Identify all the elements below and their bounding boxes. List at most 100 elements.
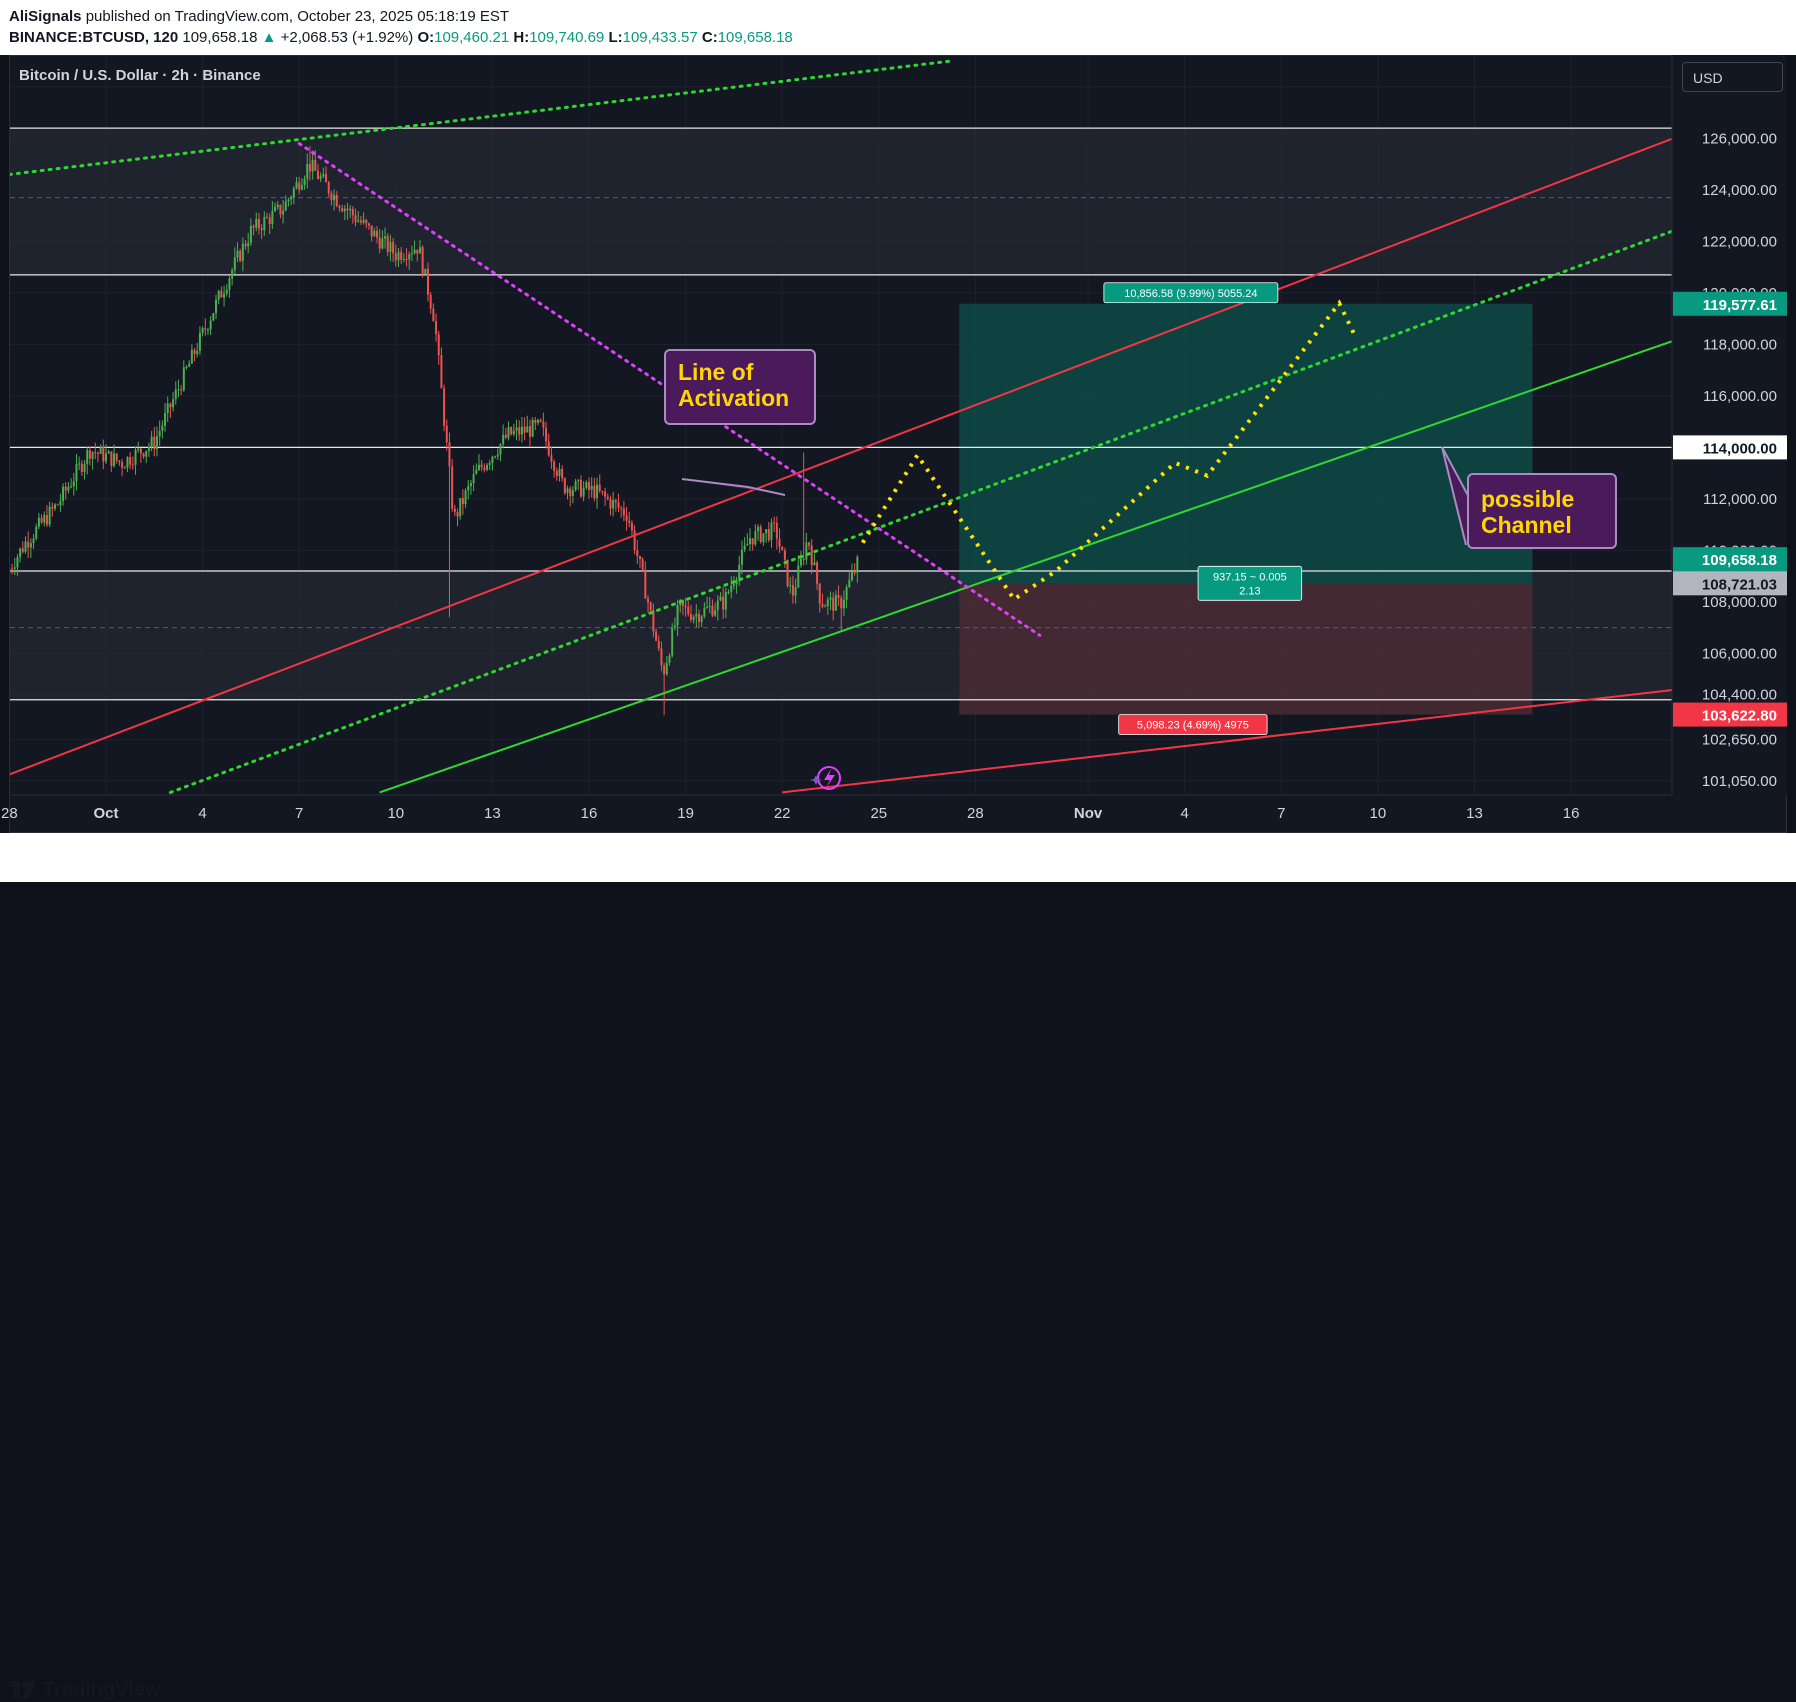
candle-body — [91, 452, 94, 459]
candle-body — [561, 468, 564, 479]
candle-body — [308, 163, 311, 172]
candle-body — [153, 436, 156, 450]
candle-body — [547, 441, 550, 456]
x-tick-label: 4 — [1181, 805, 1189, 822]
x-tick-label: 22 — [774, 805, 791, 822]
candle-body — [550, 455, 553, 462]
candle-body — [477, 464, 480, 470]
candle-body — [330, 193, 333, 201]
candle-body — [840, 597, 843, 609]
line-of-activation-callout: Line of Activation — [664, 349, 816, 425]
candle-body — [700, 616, 703, 622]
candle-body — [274, 207, 277, 212]
candle-body — [469, 483, 472, 487]
y-tick-label: 112,000.00 — [1703, 491, 1777, 508]
candle-body — [123, 467, 126, 469]
chart-title: Bitcoin / U.S. Dollar · 2h · Binance — [19, 67, 261, 84]
candle-body — [526, 426, 529, 433]
currency-button[interactable]: USD — [1682, 62, 1783, 92]
stop-zone — [959, 583, 1533, 715]
candle-body — [75, 464, 78, 482]
candle-body — [413, 249, 416, 254]
candle-body — [853, 571, 856, 573]
candle-body — [689, 614, 692, 620]
candle-body — [316, 170, 319, 179]
candle-body — [59, 501, 62, 505]
candle-body — [528, 426, 531, 437]
candle-body — [435, 321, 438, 335]
candle-body — [215, 299, 218, 314]
candle-body — [716, 600, 719, 611]
symbol-label: BINANCE:BTCUSD, 120 — [9, 29, 179, 46]
candle-body — [96, 452, 99, 454]
candle-body — [775, 522, 778, 539]
candle-body — [118, 460, 121, 462]
candle-body — [290, 197, 293, 200]
candle-body — [400, 251, 403, 260]
candle-body — [185, 366, 188, 368]
candle-body — [94, 452, 97, 454]
entry-label-box — [1197, 565, 1303, 601]
x-tick-label: Oct — [93, 805, 118, 822]
candle-body — [295, 182, 298, 189]
tradingview-logo[interactable]: TradingView — [9, 1678, 160, 1702]
candle-body — [427, 268, 429, 295]
candle-body — [598, 484, 601, 492]
candle-body — [161, 425, 164, 431]
price-tag-bg — [1673, 291, 1787, 316]
y-tick-label: 126,000.00 — [1702, 130, 1777, 147]
candle-body — [773, 522, 776, 524]
candle-body — [625, 515, 628, 521]
candle-body — [333, 194, 336, 201]
candle-body — [585, 482, 588, 488]
candle-body — [236, 250, 239, 258]
candle-body — [770, 522, 773, 541]
candle-body — [799, 558, 802, 566]
candle-body — [743, 545, 746, 550]
candle-body — [574, 481, 577, 491]
callout-activation-line1: Line of — [678, 359, 754, 385]
candle-body — [287, 199, 290, 202]
candle-body — [582, 487, 585, 497]
candle-body — [322, 174, 325, 177]
stop-label-box — [1118, 714, 1268, 735]
candle-body — [110, 451, 113, 467]
x-tick-label: 7 — [1277, 805, 1285, 822]
candle-body — [121, 461, 124, 468]
candle-body — [174, 389, 177, 400]
price-chart[interactable]: 10,856.58 (9.99%) 5055.24 937.15 ~ 0.005 2… — [0, 55, 1796, 833]
candle-body — [622, 508, 625, 516]
publisher-line: AliSignals published on TradingView.com,… — [9, 8, 509, 25]
candle-body — [802, 558, 805, 560]
x-tick-label: 10 — [387, 805, 404, 822]
candle-body — [29, 543, 32, 548]
candle-body — [13, 567, 16, 569]
x-tick-label: 16 — [1563, 805, 1580, 822]
candle-body — [239, 250, 242, 261]
candle-body — [628, 520, 631, 523]
author-name[interactable]: AliSignals — [9, 8, 82, 25]
x-tick-label: 7 — [295, 805, 303, 822]
green-channel-lower — [379, 340, 1672, 794]
candle-body — [818, 583, 821, 604]
candle-body — [188, 363, 191, 367]
candle-body — [789, 585, 792, 587]
candle-body — [593, 485, 596, 499]
candle-body — [443, 388, 446, 426]
candle-body — [282, 210, 285, 215]
candle-body — [778, 538, 781, 547]
candle-body — [491, 456, 494, 464]
candle-body — [740, 549, 743, 565]
candle-body — [566, 488, 569, 494]
open-value: 109,460.21 — [434, 29, 510, 46]
candle-body — [671, 627, 674, 656]
candle-body — [37, 517, 40, 527]
high-value: 109,740.69 — [529, 29, 605, 46]
candle-body — [129, 457, 132, 465]
close-label: C: — [701, 29, 718, 46]
plot-area: 10,856.58 (9.99%) 5055.24 937.15 ~ 0.005 2… — [10, 56, 1672, 795]
close-value: 109,658.18 — [717, 29, 793, 46]
candle-body — [137, 448, 140, 450]
candle-body — [647, 598, 650, 603]
candle-body — [636, 549, 639, 557]
